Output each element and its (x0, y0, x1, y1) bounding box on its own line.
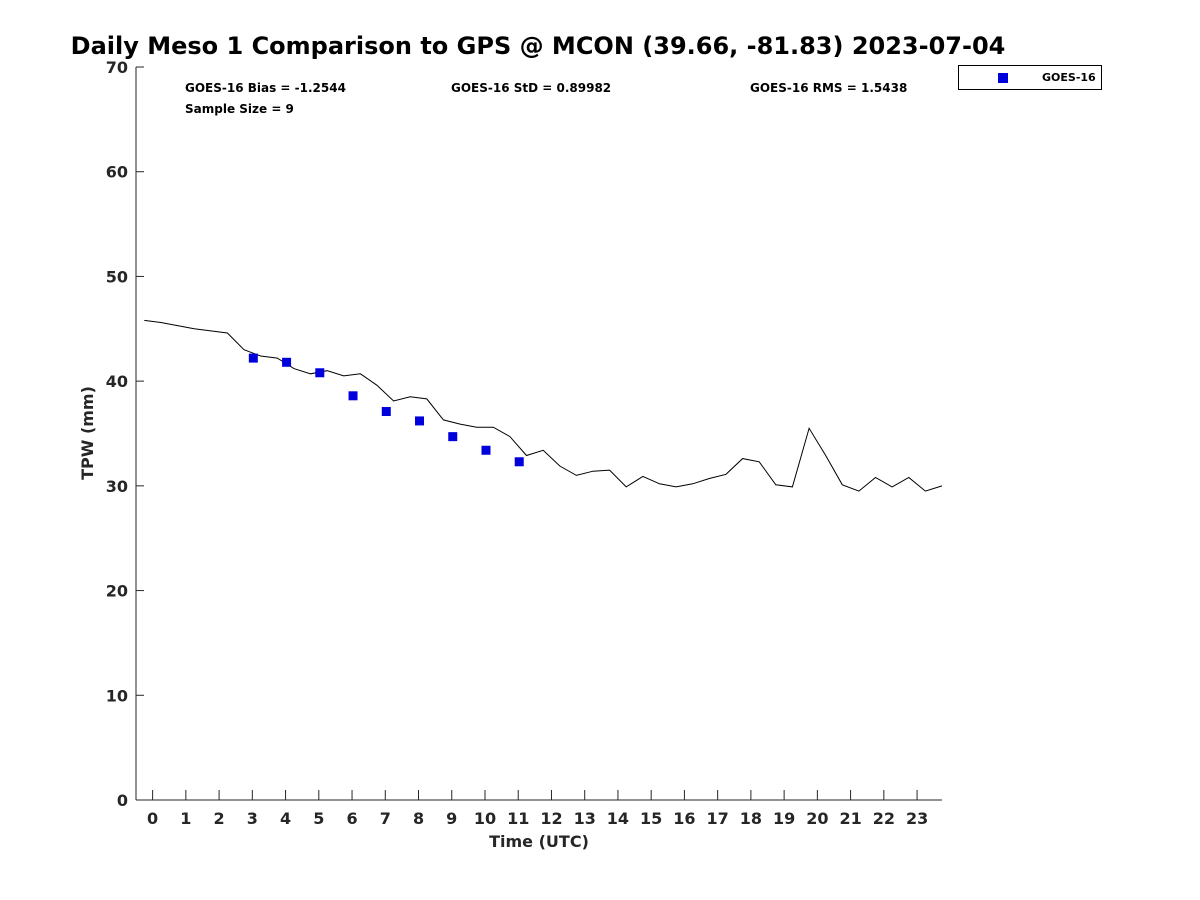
x-tick-label: 7 (380, 809, 391, 828)
y-tick-label: 50 (106, 267, 128, 286)
goes16-point (282, 357, 292, 367)
bias-stat: GOES-16 Bias = -1.2544 (185, 81, 346, 95)
x-tick-label: 18 (740, 809, 762, 828)
x-axis-label: Time (UTC) (489, 832, 589, 851)
x-tick-label: 13 (574, 809, 596, 828)
x-tick-label: 1 (180, 809, 191, 828)
y-tick-label: 10 (106, 686, 128, 705)
x-tick-label: 0 (147, 809, 158, 828)
legend-label-goes16: GOES-16 (1042, 71, 1096, 84)
x-tick-label: 8 (413, 809, 424, 828)
x-tick-label: 10 (474, 809, 496, 828)
y-ticks: 0 10 20 30 40 50 60 70 (106, 58, 144, 810)
y-axis-label: TPW (mm) (78, 386, 97, 480)
y-tick-label: 70 (106, 58, 128, 77)
y-tick-label: 60 (106, 163, 128, 182)
goes16-point (448, 432, 458, 442)
goes16-point (348, 391, 358, 401)
goes16-point (248, 353, 258, 363)
y-tick-label: 30 (106, 477, 128, 496)
x-tick-label: 4 (280, 809, 291, 828)
std-stat: GOES-16 StD = 0.89982 (451, 81, 611, 95)
x-tick-label: 22 (873, 809, 895, 828)
x-tick-label: 11 (507, 809, 529, 828)
x-ticks: 0 1 2 3 4 5 6 7 8 9 10 11 12 13 14 15 16 17 18 19 20 21 22 23 (147, 790, 928, 828)
x-tick-label: 9 (446, 809, 457, 828)
x-tick-label: 21 (839, 809, 861, 828)
x-tick-label: 5 (313, 809, 324, 828)
x-tick-label: 17 (707, 809, 729, 828)
plot-area (144, 319, 943, 492)
x-tick-label: 14 (607, 809, 629, 828)
x-tick-label: 12 (540, 809, 562, 828)
x-tick-label: 16 (673, 809, 695, 828)
x-tick-label: 20 (806, 809, 828, 828)
goes16-point (514, 457, 524, 467)
x-tick-label: 23 (906, 809, 928, 828)
goes16-point (315, 368, 325, 378)
y-tick-label: 40 (106, 372, 128, 391)
x-tick-label: 3 (247, 809, 258, 828)
rms-stat: GOES-16 RMS = 1.5438 (750, 81, 907, 95)
axes (135, 67, 942, 801)
legend-marker-goes16 (998, 73, 1008, 83)
x-tick-label: 6 (346, 809, 357, 828)
chart-title: Daily Meso 1 Comparison to GPS @ MCON (3… (71, 32, 1006, 60)
legend: GOES-16 (958, 65, 1102, 90)
x-tick-label: 19 (773, 809, 795, 828)
sample-size-stat: Sample Size = 9 (185, 102, 294, 116)
gps-tpw-line (144, 319, 943, 492)
legend-box (958, 65, 1102, 90)
goes16-point (381, 407, 391, 417)
y-tick-label: 0 (117, 791, 128, 810)
goes16-point (415, 416, 425, 426)
y-tick-label: 20 (106, 582, 128, 601)
x-tick-label: 2 (214, 809, 225, 828)
x-tick-label: 15 (640, 809, 662, 828)
stats-annotations: GOES-16 Bias = -1.2544 GOES-16 StD = 0.8… (185, 81, 907, 116)
goes16-point (481, 445, 491, 455)
